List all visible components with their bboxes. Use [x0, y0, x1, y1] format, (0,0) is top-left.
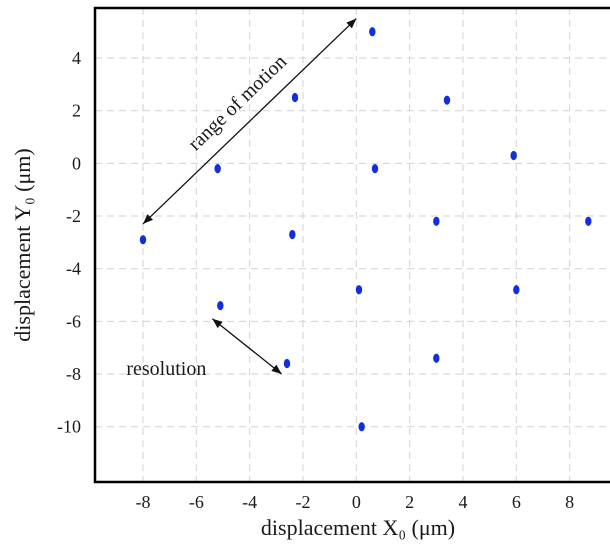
x-tick-label: 8 — [565, 492, 574, 512]
resolution-label: resolution — [126, 358, 206, 380]
data-point — [214, 164, 221, 174]
y-tick-label: -6 — [66, 311, 81, 331]
x-tick-label: 6 — [512, 492, 521, 512]
data-point — [355, 285, 363, 295]
y-axis-label: displacement Y₀ (μm) — [10, 148, 35, 341]
range-of-motion-arrow — [142, 18, 357, 225]
arrow-head — [346, 18, 357, 29]
data-point — [443, 95, 451, 105]
y-tick-label: -2 — [66, 206, 81, 226]
arrow-head — [271, 364, 282, 375]
data-point — [433, 216, 440, 226]
arrow-head — [212, 318, 223, 329]
annotations: range of motion resolution — [126, 18, 357, 380]
data-point — [289, 229, 296, 240]
data-point — [513, 285, 520, 295]
y-tick-label: -4 — [66, 259, 81, 279]
data-point — [291, 92, 299, 103]
y-tick-label: 2 — [72, 101, 81, 121]
data-point — [283, 358, 291, 369]
data-point — [358, 422, 365, 432]
data-point — [139, 235, 147, 245]
data-point — [585, 216, 592, 226]
x-tick-label: 2 — [405, 492, 414, 512]
x-tick-label: -8 — [136, 492, 151, 512]
x-tick-label: -2 — [296, 492, 311, 512]
resolution-arrow — [211, 318, 283, 375]
y-tick-label: -10 — [57, 417, 81, 437]
data-point — [433, 353, 440, 363]
x-tick-label: -4 — [242, 492, 257, 512]
x-axis-label: displacement X₀ (μm) — [261, 515, 455, 540]
range-of-motion-label: range of motion — [184, 51, 291, 155]
tick-labels: -8 -6 -4 -2 0 2 4 6 8 4 2 0 -2 -4 -6 -8 -10 — [57, 48, 574, 512]
y-tick-label: 0 — [72, 153, 81, 173]
data-point — [369, 27, 376, 37]
data-point — [217, 300, 224, 311]
x-tick-label: 0 — [352, 492, 361, 512]
y-tick-label: 4 — [72, 48, 81, 68]
grid-lines — [95, 8, 610, 482]
x-tick-label: -6 — [189, 492, 204, 512]
data-point — [371, 164, 379, 174]
data-point — [510, 150, 517, 161]
plot-frame — [93, 6, 610, 484]
y-tick-label: -8 — [66, 364, 81, 384]
x-tick-label: 4 — [459, 492, 468, 512]
arrow-head — [143, 214, 153, 224]
data-points — [139, 27, 592, 432]
